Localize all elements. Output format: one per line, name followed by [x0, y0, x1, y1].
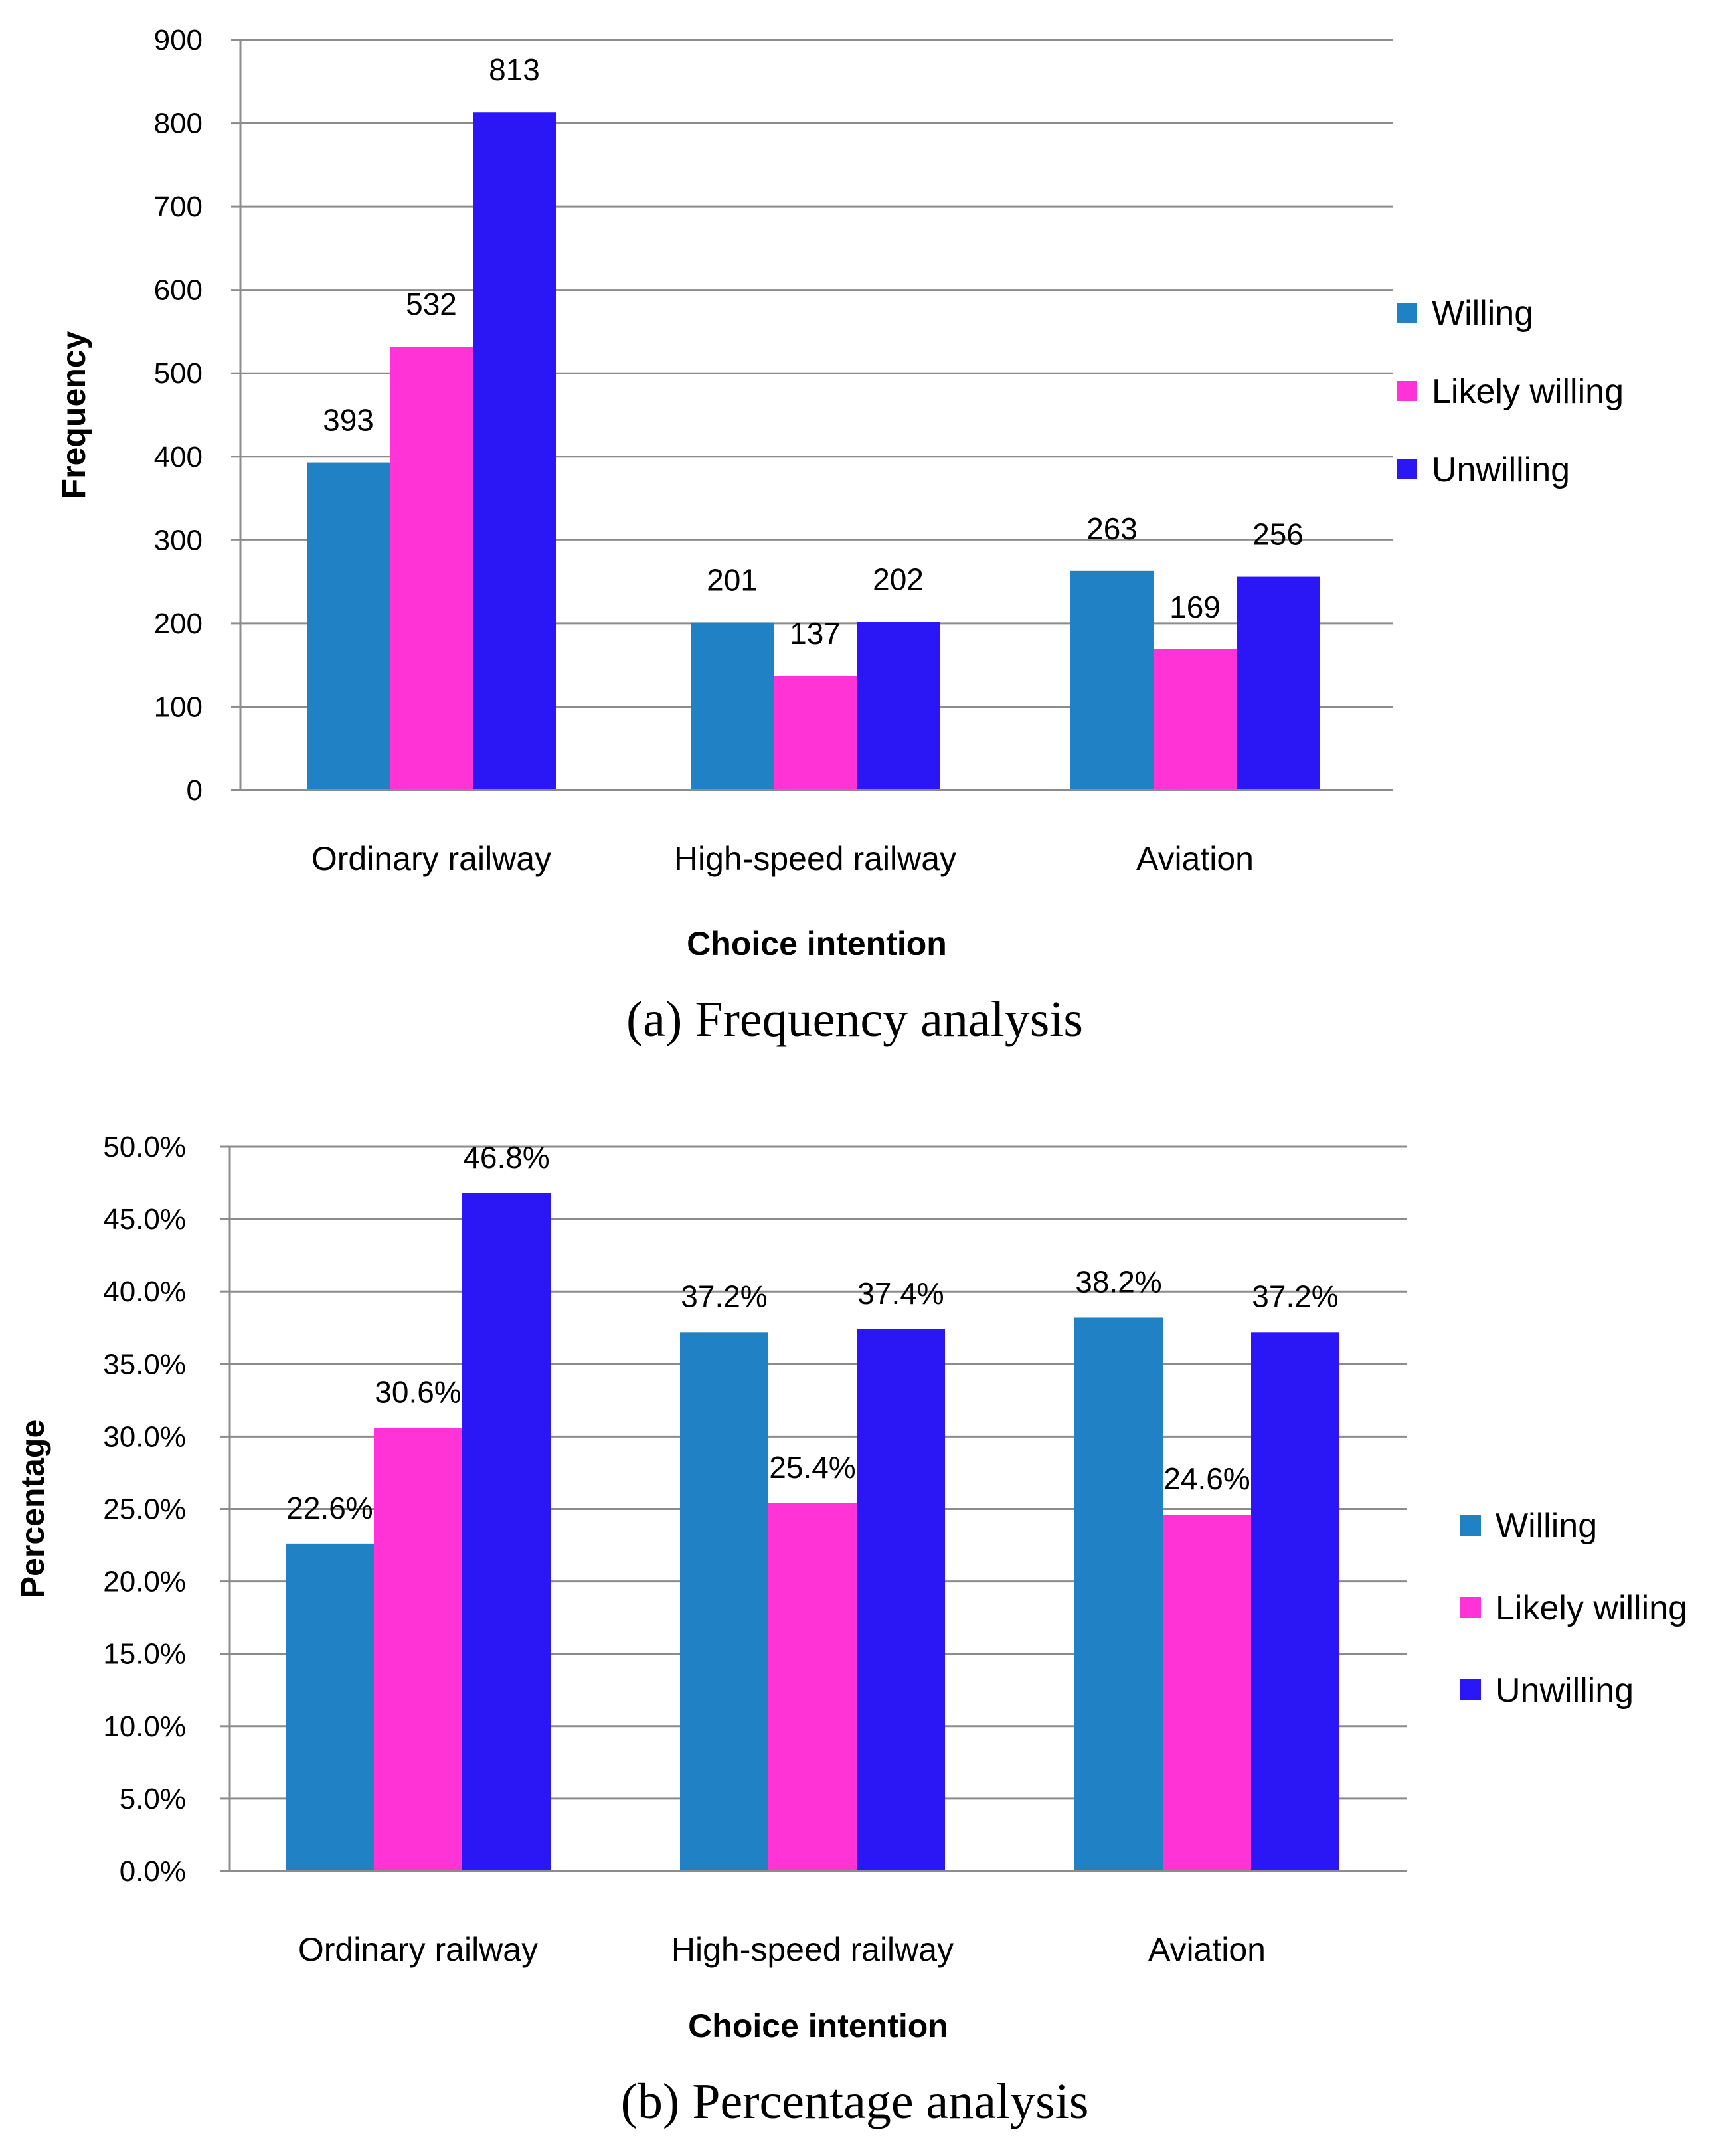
y-tick-label: 0.0%: [120, 1855, 186, 1888]
data-label: 37.4%: [857, 1276, 944, 1311]
y-tick-label: 40.0%: [103, 1276, 186, 1308]
y-tick-label: 15.0%: [103, 1638, 186, 1671]
x-tick-label: Aviation: [1136, 840, 1254, 877]
y-tick-label: 300: [154, 524, 203, 556]
data-label: 24.6%: [1163, 1461, 1250, 1496]
bar: [857, 1329, 945, 1871]
data-label: 169: [1169, 590, 1221, 624]
y-tick-label: 400: [154, 441, 203, 473]
bar: [1163, 1515, 1251, 1871]
figure-caption: (a) Frequency analysis: [626, 991, 1083, 1047]
bar: [390, 347, 473, 790]
legend-swatch: [1397, 381, 1417, 401]
legend-label: Likely willing: [1496, 1589, 1687, 1627]
bar: [473, 112, 556, 790]
data-label: 22.6%: [286, 1491, 373, 1525]
y-axis-title: Percentage: [14, 1420, 51, 1599]
data-label: 201: [707, 563, 758, 598]
y-axis-title: Frequency: [55, 331, 92, 499]
bar: [286, 1543, 374, 1871]
y-tick-label: 200: [154, 608, 203, 640]
legend-swatch: [1460, 1515, 1481, 1536]
legend-label: Unwilling: [1432, 451, 1570, 489]
y-tick-label: 50.0%: [103, 1131, 186, 1163]
y-tick-label: 600: [154, 274, 203, 307]
legend-label: Likely willing: [1432, 373, 1624, 411]
bar: [680, 1332, 768, 1871]
data-label: 202: [873, 562, 924, 596]
bar: [768, 1503, 857, 1871]
x-tick-label: High-speed railway: [674, 840, 956, 877]
y-tick-label: 800: [154, 108, 203, 140]
y-tick-label: 10.0%: [103, 1710, 186, 1743]
data-label: 37.2%: [1252, 1279, 1338, 1313]
frequency-chart: 0 100 200 300 400 500 600 700 800 900 393 532 813 Ord…: [55, 24, 1624, 1047]
data-label: 263: [1086, 511, 1138, 546]
data-label: 46.8%: [463, 1140, 549, 1175]
data-label: 813: [489, 52, 540, 87]
bar: [1074, 1317, 1163, 1871]
data-label: 37.2%: [681, 1279, 767, 1313]
x-tick-label: Aviation: [1148, 1931, 1266, 1968]
bar: [691, 622, 774, 790]
figure-caption: (b) Percentage analysis: [621, 2074, 1089, 2129]
legend-swatch: [1460, 1597, 1481, 1618]
data-label: 38.2%: [1075, 1264, 1161, 1299]
legend-swatch: [1397, 459, 1417, 479]
bar: [774, 675, 857, 790]
bar: [1237, 576, 1320, 790]
bar: [857, 622, 940, 790]
percentage-chart: 0.0% 5.0% 10.0% 15.0% 20.0% 25.0% 30.0% 35.0% 40…: [14, 1131, 1687, 2129]
bar: [307, 462, 390, 790]
legend-label: Unwilling: [1496, 1671, 1634, 1710]
legend-label: Willing: [1432, 294, 1533, 333]
data-label: 30.6%: [375, 1374, 461, 1409]
y-tick-label: 0: [187, 774, 203, 807]
bar: [374, 1428, 462, 1871]
x-tick-label: Ordinary railway: [298, 1931, 538, 1968]
y-tick-label: 25.0%: [103, 1493, 186, 1526]
x-tick-label: Ordinary railway: [311, 840, 551, 877]
data-label: 532: [406, 287, 457, 321]
legend-label: Willing: [1496, 1507, 1597, 1545]
bar: [1251, 1332, 1339, 1871]
y-tick-label: 900: [154, 24, 203, 56]
y-tick-label: 45.0%: [103, 1203, 186, 1236]
data-label: 137: [790, 616, 841, 651]
x-tick-label: High-speed railway: [671, 1931, 954, 1968]
x-axis-title: Choice intention: [687, 925, 947, 962]
bar: [1154, 649, 1237, 790]
legend-swatch: [1397, 303, 1417, 323]
bar: [1070, 570, 1154, 790]
y-tick-label: 30.0%: [103, 1420, 186, 1453]
legend-swatch: [1460, 1679, 1481, 1700]
bar: [462, 1193, 551, 1871]
y-tick-label: 20.0%: [103, 1566, 186, 1598]
data-label: 393: [323, 403, 374, 438]
y-tick-label: 100: [154, 691, 203, 723]
x-axis-title: Choice intention: [688, 2007, 948, 2044]
y-tick-label: 5.0%: [120, 1783, 186, 1815]
y-tick-label: 35.0%: [103, 1348, 186, 1380]
y-tick-label: 700: [154, 191, 203, 223]
data-label: 256: [1252, 517, 1304, 552]
data-label: 25.4%: [769, 1450, 855, 1485]
y-tick-label: 500: [154, 357, 203, 390]
